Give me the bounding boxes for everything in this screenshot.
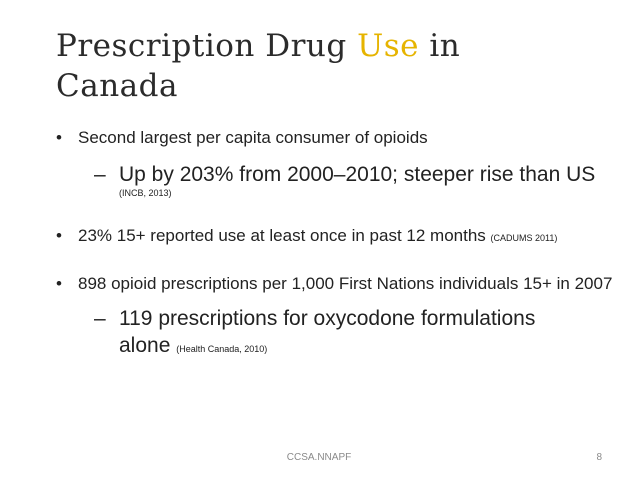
bullet-marker: • — [56, 274, 62, 293]
slide-title: Prescription Drug Use in Canada — [56, 26, 616, 106]
bullet-2-citation: (CADUMS 2011) — [490, 233, 558, 243]
sub-bullet-3-citation: (Health Canada, 2010) — [176, 344, 268, 354]
dash-marker: – — [94, 307, 106, 330]
footer-source: CCSA.NNAPF — [286, 452, 352, 463]
slide-content: • Second largest per capita consumer of … — [56, 126, 626, 363]
sub-bullet-1-citation: (INCB, 2013) — [119, 188, 172, 198]
bullet-2: • 23% 15+ reported use at least once in … — [56, 224, 626, 250]
sub-bullet-3-text: 119 prescriptions for oxycodone formulat… — [119, 307, 536, 357]
bullet-marker: • — [56, 128, 62, 147]
sub-bullet-1-text: Up by 203% from 2000–2010; steeper rise … — [119, 163, 596, 186]
title-text-part2: in — [418, 28, 461, 64]
page-number: 8 — [596, 452, 602, 463]
bullet-3-text: 898 opioid prescriptions per 1,000 First… — [78, 274, 613, 293]
dash-marker: – — [94, 163, 106, 186]
title-text-part1: Prescription Drug — [56, 28, 358, 64]
bullet-2-text: 23% 15+ reported use at least once in pa… — [78, 226, 486, 245]
bullet-3: • 898 opioid prescriptions per 1,000 Fir… — [56, 272, 626, 295]
bullet-1-text: Second largest per capita consumer of op… — [78, 128, 428, 147]
sub-bullet-3: – 119 prescriptions for oxycodone formul… — [94, 305, 589, 363]
title-accent-word: Use — [357, 28, 419, 64]
sub-bullet-1: – Up by 203% from 2000–2010; steeper ris… — [94, 161, 626, 199]
bullet-1: • Second largest per capita consumer of … — [56, 126, 626, 149]
title-text-line2: Canada — [56, 68, 178, 104]
bullet-marker: • — [56, 226, 62, 245]
